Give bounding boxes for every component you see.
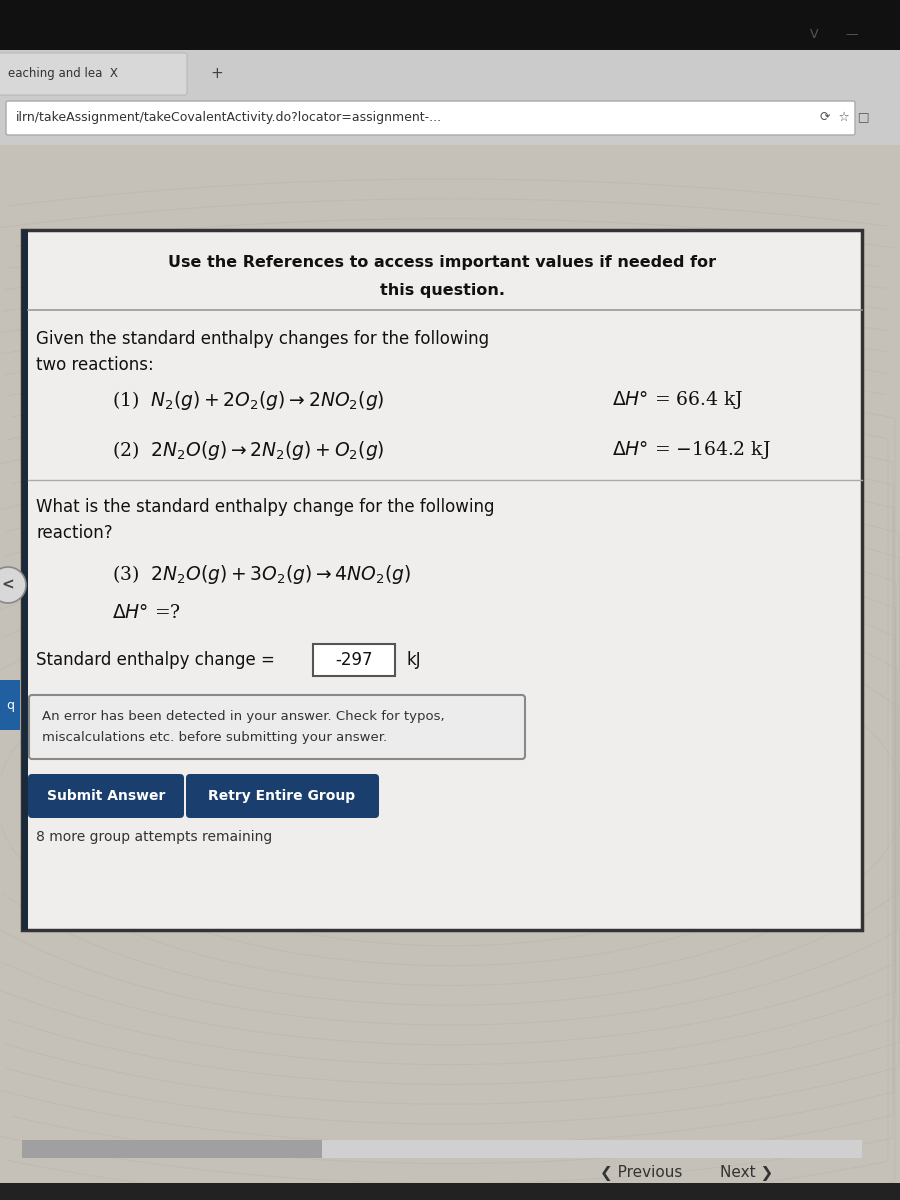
FancyBboxPatch shape: [29, 695, 525, 758]
Text: <: <: [2, 577, 14, 593]
Text: this question.: this question.: [380, 282, 505, 298]
FancyBboxPatch shape: [22, 230, 862, 930]
Text: two reactions:: two reactions:: [36, 356, 154, 374]
FancyBboxPatch shape: [0, 53, 187, 95]
Text: $\Delta H°$ =?: $\Delta H°$ =?: [112, 604, 181, 622]
Text: Submit Answer: Submit Answer: [47, 790, 166, 803]
FancyBboxPatch shape: [0, 680, 20, 730]
Text: ⟳  ☆  □: ⟳ ☆ □: [820, 112, 869, 125]
Text: Given the standard enthalpy changes for the following: Given the standard enthalpy changes for …: [36, 330, 489, 348]
Text: kJ: kJ: [406, 650, 420, 670]
Text: eaching and lea  X: eaching and lea X: [8, 67, 118, 80]
Text: Use the References to access important values if needed for: Use the References to access important v…: [168, 254, 716, 270]
Text: (1)  $N_2(g) + 2O_2(g) \rightarrow 2NO_2(g)$: (1) $N_2(g) + 2O_2(g) \rightarrow 2NO_2(…: [112, 389, 384, 412]
Text: $\Delta H°$ = 66.4 kJ: $\Delta H°$ = 66.4 kJ: [612, 389, 743, 410]
Text: Retry Entire Group: Retry Entire Group: [209, 790, 356, 803]
Text: Next ❯: Next ❯: [720, 1165, 773, 1181]
FancyBboxPatch shape: [313, 644, 395, 676]
FancyBboxPatch shape: [22, 1140, 862, 1158]
FancyBboxPatch shape: [6, 101, 855, 134]
Text: miscalculations etc. before submitting your answer.: miscalculations etc. before submitting y…: [42, 731, 387, 744]
Text: 8 more group attempts remaining: 8 more group attempts remaining: [36, 830, 272, 844]
FancyBboxPatch shape: [0, 0, 900, 50]
FancyBboxPatch shape: [22, 230, 28, 930]
Circle shape: [0, 566, 26, 602]
Text: ❮ Previous: ❮ Previous: [600, 1165, 682, 1181]
Text: ilrn/takeAssignment/takeCovalentActivity.do?locator=assignment-...: ilrn/takeAssignment/takeCovalentActivity…: [16, 112, 442, 125]
FancyBboxPatch shape: [0, 143, 900, 1200]
Text: $\Delta H°$ = $-$164.2 kJ: $\Delta H°$ = $-$164.2 kJ: [612, 439, 771, 461]
FancyBboxPatch shape: [0, 1183, 900, 1200]
Text: What is the standard enthalpy change for the following: What is the standard enthalpy change for…: [36, 498, 494, 516]
Text: Standard enthalpy change =: Standard enthalpy change =: [36, 650, 274, 670]
Text: V: V: [810, 29, 818, 42]
Text: +: +: [210, 66, 223, 82]
Text: -297: -297: [335, 650, 373, 670]
FancyBboxPatch shape: [0, 50, 900, 145]
FancyBboxPatch shape: [28, 774, 184, 818]
Text: (3)  $2N_2O(g) + 3O_2(g) \rightarrow 4NO_2(g)$: (3) $2N_2O(g) + 3O_2(g) \rightarrow 4NO_…: [112, 564, 411, 587]
Text: (2)  $2N_2O(g) \rightarrow 2N_2(g) + O_2(g)$: (2) $2N_2O(g) \rightarrow 2N_2(g) + O_2(…: [112, 438, 384, 462]
FancyBboxPatch shape: [22, 1140, 322, 1158]
Text: An error has been detected in your answer. Check for typos,: An error has been detected in your answe…: [42, 710, 445, 722]
Text: q: q: [6, 698, 14, 712]
Text: —: —: [845, 29, 858, 42]
FancyBboxPatch shape: [186, 774, 379, 818]
Text: reaction?: reaction?: [36, 524, 112, 542]
